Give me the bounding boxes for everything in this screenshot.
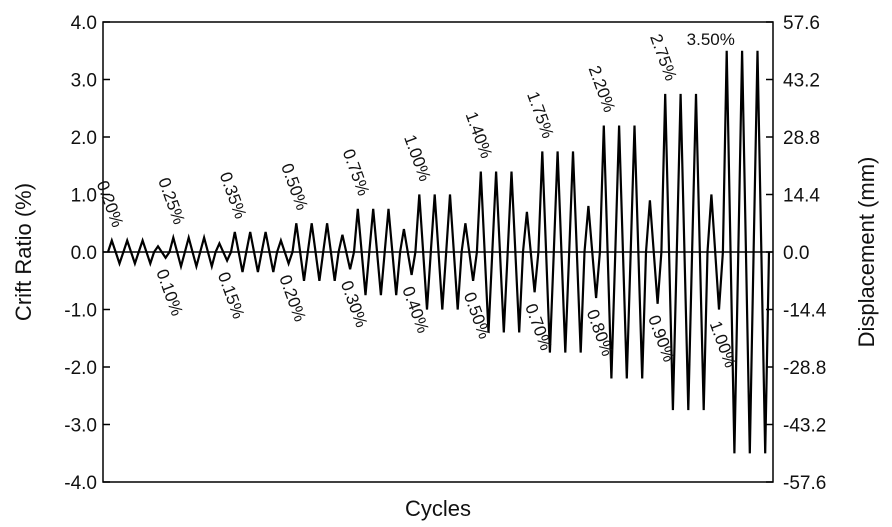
left-tick-label: 1.0 bbox=[71, 186, 97, 207]
x-axis-title: Cycles bbox=[405, 496, 471, 521]
left-tick-label: -4.0 bbox=[64, 473, 97, 494]
left-tick-label: 4.0 bbox=[71, 13, 97, 34]
upper-annotation: 1.00% bbox=[400, 132, 434, 184]
lower-annotation: 0.90% bbox=[644, 313, 678, 365]
lower-annotation: 0.10% bbox=[152, 267, 186, 319]
upper-annotation: 1.75% bbox=[523, 89, 557, 141]
lower-annotation: 0.15% bbox=[214, 269, 248, 321]
upper-annotation: 2.75% bbox=[646, 31, 680, 83]
right-tick-label: -57.6 bbox=[783, 473, 826, 494]
upper-annotation: 0.35% bbox=[216, 169, 250, 221]
upper-annotation: 0.75% bbox=[339, 146, 373, 198]
right-tick-label: -28.8 bbox=[783, 358, 826, 379]
upper-annotation: 0.25% bbox=[154, 175, 188, 227]
right-tick-label: 57.6 bbox=[783, 13, 820, 34]
lower-annotation: 1.00% bbox=[706, 318, 740, 370]
left-tick-label: -1.0 bbox=[64, 301, 97, 322]
right-tick-label: 0.0 bbox=[783, 243, 809, 264]
left-tick-label: -2.0 bbox=[64, 358, 97, 379]
right-axis-ticks: -57.6 -43.2 -28.8 -14.4 0.0 14.4 28.8 43.2 57.6 bbox=[766, 13, 827, 494]
upper-annotation: 2.20% bbox=[585, 63, 619, 115]
left-tick-label: 2.0 bbox=[71, 128, 97, 149]
right-tick-label: 43.2 bbox=[783, 71, 820, 92]
upper-annotation: 3.50% bbox=[687, 30, 735, 49]
right-tick-label: -43.2 bbox=[783, 416, 826, 437]
y-axis-title: Crift Ratio (%) bbox=[11, 183, 36, 321]
left-tick-label: 0.0 bbox=[71, 243, 97, 264]
drift-history-line bbox=[106, 50, 771, 454]
left-tick-label: -3.0 bbox=[64, 416, 97, 437]
left-tick-label: 3.0 bbox=[71, 71, 97, 92]
upper-annotation: 0.20% bbox=[93, 178, 127, 230]
y2-axis-title: Displacement (mm) bbox=[854, 157, 879, 348]
left-axis-ticks: -4.0 -3.0 -2.0 -1.0 0.0 1.0 2.0 3.0 4.0 bbox=[64, 13, 110, 494]
right-tick-label: 14.4 bbox=[783, 186, 820, 207]
upper-annotation: 1.40% bbox=[462, 109, 496, 161]
right-tick-label: 28.8 bbox=[783, 128, 820, 149]
right-tick-label: -14.4 bbox=[783, 301, 827, 322]
upper-annotation: 0.50% bbox=[277, 161, 311, 213]
